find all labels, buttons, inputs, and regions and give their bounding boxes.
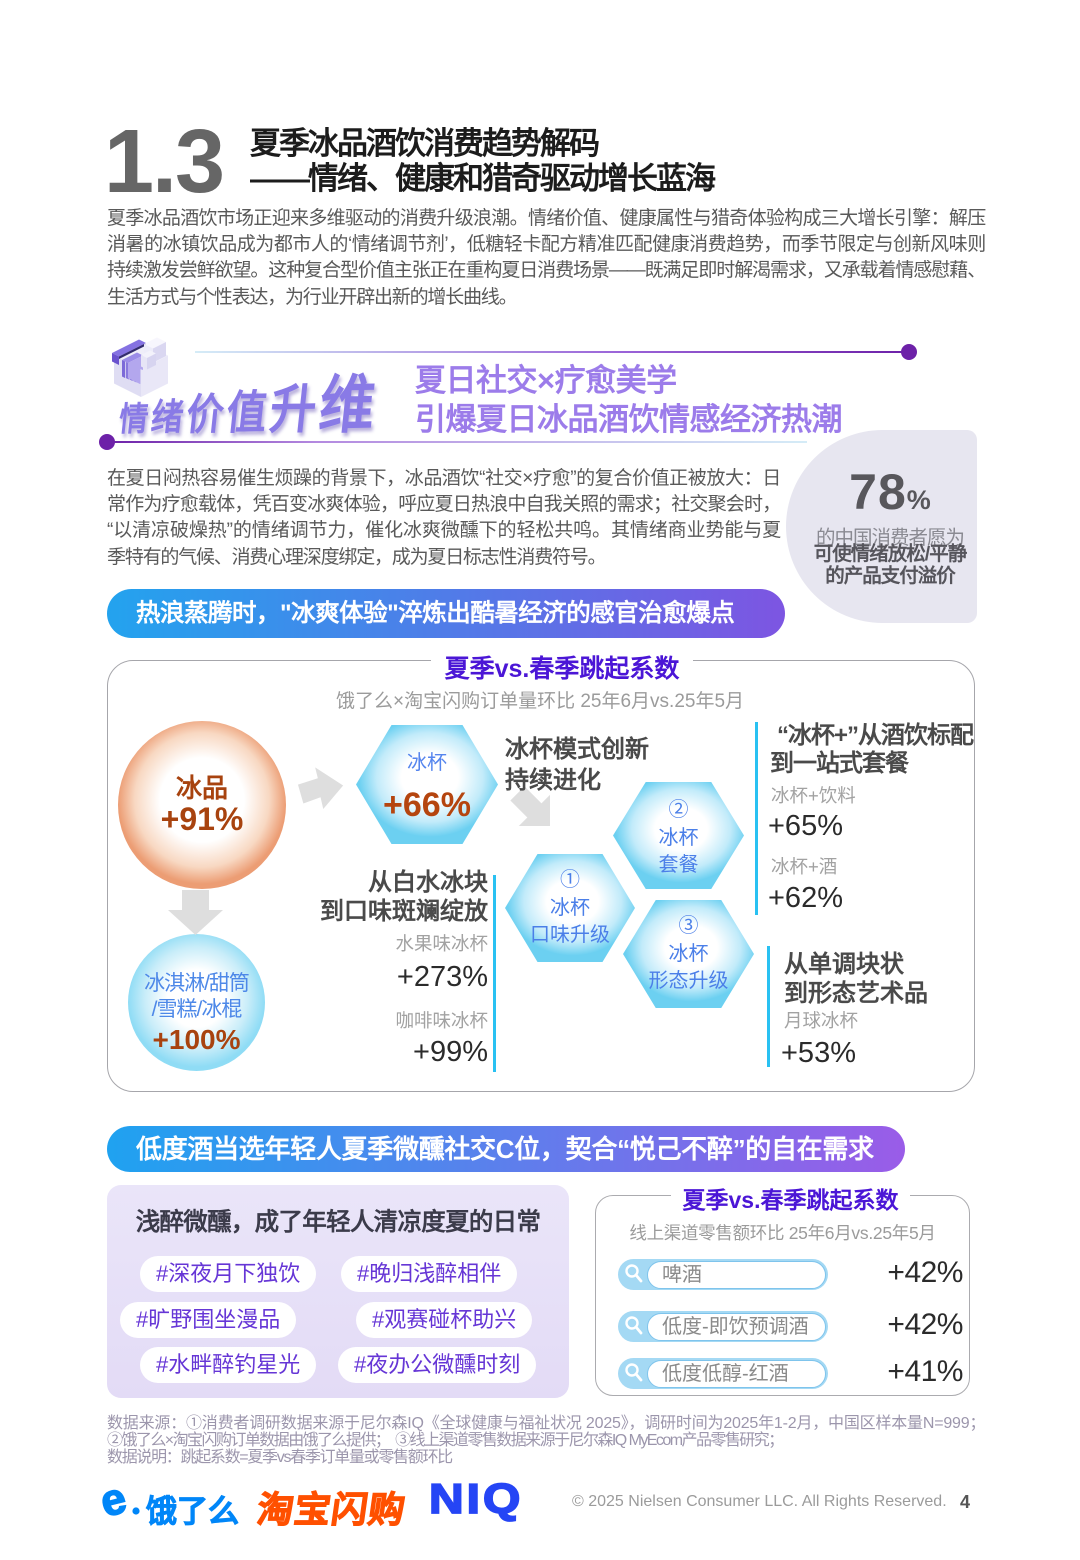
svg-text:e: e [100,1480,131,1520]
